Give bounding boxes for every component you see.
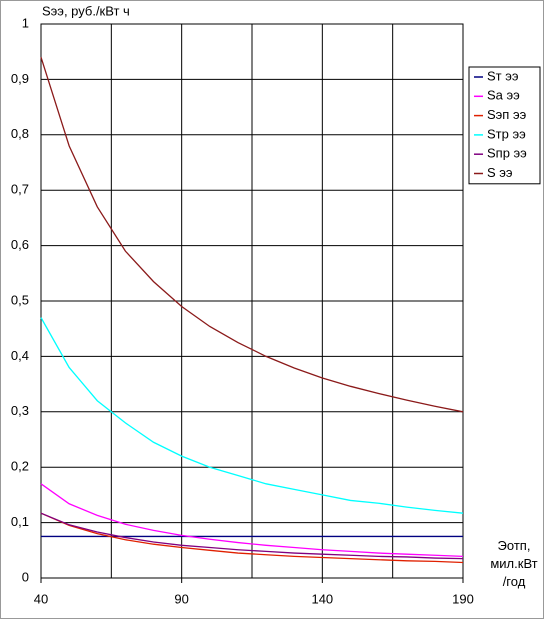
y-tick-label: 0,6	[11, 237, 29, 252]
y-tick-label: 0,1	[11, 514, 29, 529]
y-tick-label: 0,7	[11, 182, 29, 197]
y-tick-label: 0,8	[11, 126, 29, 141]
legend-box	[468, 66, 541, 185]
y-tick-label: 0,4	[11, 348, 29, 363]
legend-label: Sтр ээ	[487, 126, 526, 141]
x-axis-label: Эотп, мил.кВт /год	[490, 538, 538, 589]
y-tick-label: 0,3	[11, 403, 29, 418]
y-tick-label: 0,9	[11, 71, 29, 86]
y-tick-label: 0	[22, 569, 29, 584]
series-line	[40, 512, 464, 560]
series-line	[40, 483, 464, 558]
legend-label: Sа ээ	[487, 88, 520, 103]
x-tick-label: 40	[34, 591, 48, 606]
legend: Sт ээ Sа ээ Sэп ээ Sтр ээ Sпр ээ S ээ	[468, 66, 541, 185]
x-tick-label: 90	[174, 591, 188, 606]
legend-label: Sпр ээ	[487, 146, 527, 161]
x-tick-label: 140	[311, 591, 333, 606]
y-tick-label: 0,5	[11, 292, 29, 307]
series-line	[40, 317, 464, 514]
series-line	[40, 512, 464, 564]
plot-border	[40, 23, 464, 579]
y-tick-label: 0,2	[11, 459, 29, 474]
y-tick-label: 1	[22, 15, 29, 30]
legend-label: S ээ	[487, 165, 513, 180]
legend-label: Sэп ээ	[487, 107, 527, 122]
y-axis-label: Sээ, руб./кВт ч	[42, 3, 130, 18]
legend-label: Sт ээ	[487, 68, 519, 83]
series-line	[40, 57, 464, 413]
x-tick-label: 190	[452, 591, 474, 606]
